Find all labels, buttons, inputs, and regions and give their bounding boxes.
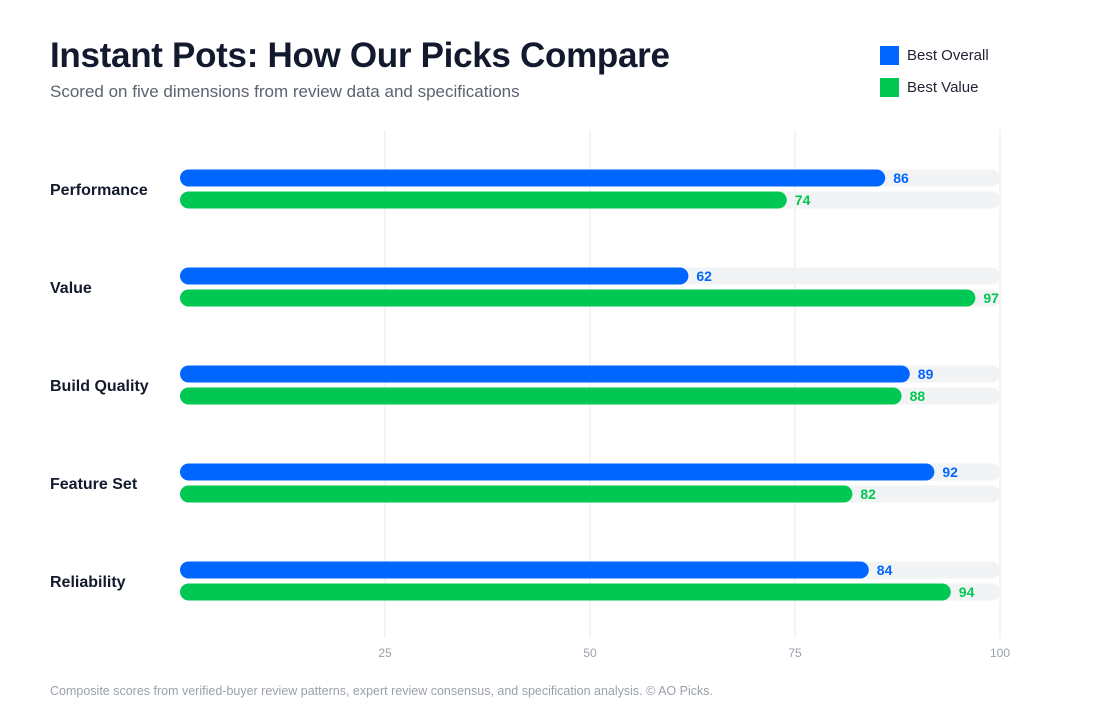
- legend-item-best-value: Best Value: [880, 77, 989, 97]
- bar-performance-best-value: [180, 191, 787, 209]
- category-label-value: Value: [50, 280, 92, 297]
- bar-reliability-best-value: [180, 583, 951, 601]
- data-label-reliability-best-value: 94: [959, 584, 975, 600]
- data-label-performance-best-overall: 86: [893, 170, 909, 186]
- data-label-performance-best-value: 74: [795, 192, 811, 208]
- legend-item-best-overall: Best Overall: [880, 45, 989, 65]
- legend-label-best-overall: Best Overall: [907, 46, 989, 64]
- legend-swatch-best-overall: [880, 45, 899, 65]
- legend: Best Overall Best Value: [880, 45, 989, 109]
- bar-build-quality-best-overall: [180, 365, 910, 383]
- bar-feature-set-best-value: [180, 485, 853, 503]
- bar-build-quality-best-value: [180, 387, 902, 405]
- page-subtitle: Scored on five dimensions from review da…: [50, 82, 520, 101]
- legend-swatch-best-value: [880, 77, 899, 97]
- data-label-value-best-value: 97: [983, 290, 999, 306]
- data-label-value-best-overall: 62: [696, 268, 712, 284]
- footnote: Composite scores from verified-buyer rev…: [50, 684, 713, 698]
- data-label-reliability-best-overall: 84: [877, 562, 893, 578]
- x-tick-label-75: 75: [788, 646, 802, 660]
- bar-performance-best-overall: [180, 169, 886, 187]
- category-label-build-quality: Build Quality: [50, 378, 149, 395]
- x-tick-label-50: 50: [583, 646, 597, 660]
- page-title: Instant Pots: How Our Picks Compare: [50, 36, 670, 75]
- legend-label-best-value: Best Value: [907, 78, 979, 96]
- x-tick-label-25: 25: [378, 646, 392, 660]
- bar-value-best-value: [180, 289, 976, 307]
- data-label-build-quality-best-value: 88: [910, 388, 926, 404]
- category-label-reliability: Reliability: [50, 574, 126, 591]
- category-label-performance: Performance: [50, 182, 148, 199]
- x-tick-label-100: 100: [990, 646, 1010, 660]
- data-label-feature-set-best-value: 82: [860, 486, 876, 502]
- bar-value-best-overall: [180, 267, 689, 285]
- category-label-feature-set: Feature Set: [50, 476, 138, 493]
- bar-feature-set-best-overall: [180, 463, 935, 481]
- data-label-feature-set-best-overall: 92: [942, 464, 958, 480]
- data-label-build-quality-best-overall: 89: [918, 366, 934, 382]
- bar-reliability-best-overall: [180, 561, 869, 579]
